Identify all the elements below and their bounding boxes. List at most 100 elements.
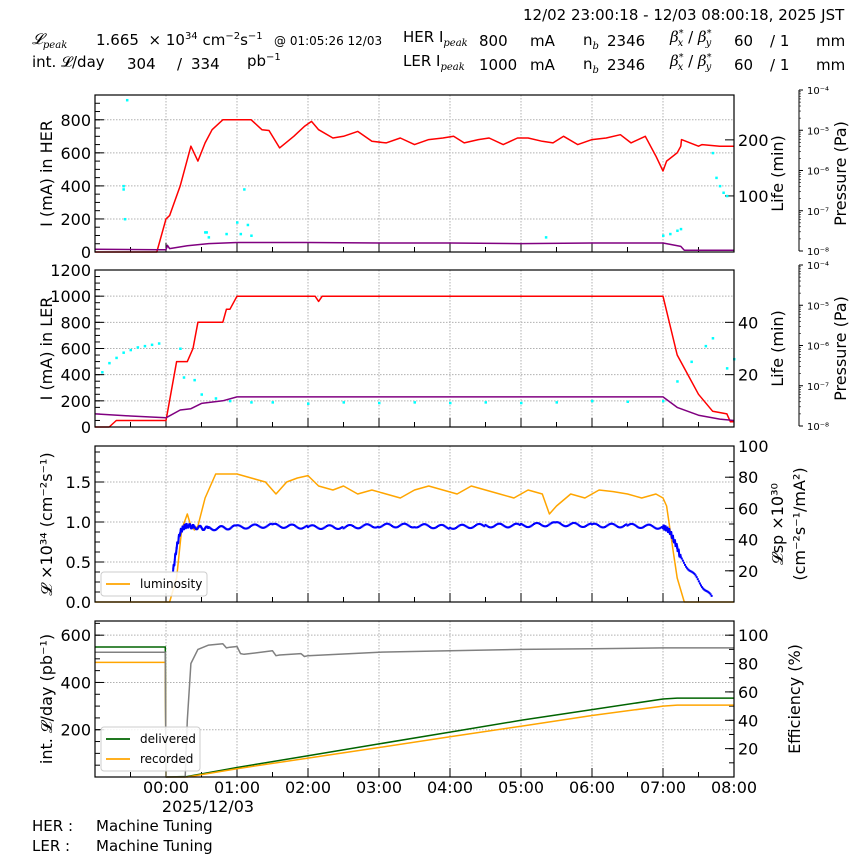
pressure-point	[115, 356, 118, 360]
specific-lumi-point	[288, 524, 291, 527]
y-tick-label: 0.5	[66, 553, 91, 572]
peak-luminosity-value: 1.665 × 1034 cm−2s−1	[96, 31, 263, 49]
specific-lumi-point	[606, 524, 609, 527]
specific-lumi-point	[173, 556, 176, 559]
specific-lumi-point	[634, 524, 637, 527]
specific-lumi-point	[172, 566, 175, 569]
pressure-tick-label: 10⁻⁷	[807, 382, 829, 393]
specific-lumi-point	[450, 527, 453, 530]
y-right-axis-label: Life (min)	[768, 135, 787, 212]
legend	[100, 571, 208, 597]
pressure-point	[676, 380, 679, 383]
specific-lumi-point	[498, 522, 501, 525]
specific-lumi-point	[404, 522, 407, 525]
pressure-point	[179, 347, 182, 350]
specific-lumi-point	[478, 522, 481, 525]
specific-lumi-point	[499, 522, 502, 525]
specific-lumi-point	[576, 523, 579, 526]
specific-lumi-point	[703, 588, 706, 591]
specific-lumi-point	[437, 525, 440, 528]
specific-lumi-point	[613, 523, 616, 526]
specific-lumi-point	[406, 523, 409, 526]
specific-lumi-point	[592, 522, 595, 525]
specific-lumi-point	[175, 551, 178, 554]
pressure-tick-label: 10⁻⁵	[807, 301, 829, 312]
specific-lumi-point	[236, 524, 238, 527]
pressure-point	[449, 401, 452, 405]
y-right-tick-label: 100	[738, 437, 769, 456]
specific-lumi-point	[389, 524, 392, 527]
specific-lumi-point	[291, 523, 294, 526]
specific-lumi-point	[586, 524, 589, 527]
specific-lumi-point	[422, 523, 425, 526]
specific-lumi-point	[375, 526, 378, 529]
specific-lumi-point	[708, 592, 711, 595]
specific-lumi-point	[318, 527, 321, 530]
specific-lumi-point	[445, 526, 448, 529]
specific-lumi-point	[175, 550, 178, 553]
specific-lumi-point	[618, 526, 621, 529]
y-tick-label: 200	[60, 721, 91, 740]
ler-peak-label: LER Ipeak	[403, 52, 465, 73]
specific-lumi-point	[269, 523, 272, 526]
specific-lumi-point	[694, 574, 697, 577]
y-tick-label: 0	[81, 418, 91, 437]
specific-lumi-point	[483, 525, 486, 528]
specific-lumi-point	[627, 523, 630, 526]
specific-lumi-point	[503, 525, 506, 528]
specific-lumi-point	[299, 527, 302, 530]
y-right-tick-label: 60	[738, 683, 758, 702]
pressure-point	[711, 151, 715, 155]
specific-lumi-point	[491, 526, 494, 529]
specific-lumi-point	[710, 594, 713, 597]
x-tick-label: 01:00	[214, 778, 260, 797]
specific-lumi-point	[604, 525, 607, 528]
specific-lumi-point	[659, 526, 662, 529]
specific-lumi-point	[271, 523, 274, 526]
specific-lumi-point	[502, 524, 505, 527]
specific-lumi-point	[517, 523, 520, 526]
y-tick-label: 800	[60, 313, 91, 332]
pressure-point	[193, 378, 196, 382]
specific-lumi-point	[589, 522, 592, 525]
specific-lumi-point	[399, 524, 402, 527]
y-right-tick-label: 80	[738, 468, 758, 487]
specific-lumi-point	[173, 560, 176, 563]
specific-lumi-point	[321, 527, 324, 530]
plot-frame	[94, 269, 735, 428]
ler-peak-current: 1000	[479, 56, 518, 74]
specific-lumi-point	[462, 523, 465, 526]
specific-lumi-point	[525, 525, 528, 528]
specific-lumi-point	[622, 524, 625, 527]
specific-lumi-point	[570, 522, 573, 525]
specific-lumi-point	[563, 525, 566, 528]
specific-lumi-point	[594, 522, 597, 525]
specific-lumi-point	[600, 526, 603, 529]
ler-beta-y: / 1	[770, 56, 790, 74]
specific-lumi-point	[620, 526, 623, 529]
specific-lumi-point	[530, 524, 533, 527]
specific-lumi-point	[335, 527, 338, 530]
pressure-tick-label: 10⁻⁵	[807, 126, 829, 137]
y-tick-label: 0.0	[66, 593, 91, 612]
specific-lumi-point	[595, 523, 598, 526]
pressure-point	[157, 342, 161, 345]
specific-lumi-point	[245, 527, 248, 530]
specific-lumi-point	[373, 526, 376, 529]
specific-lumi-point	[440, 523, 443, 526]
specific-lumi-point	[575, 522, 578, 525]
specific-lumi-point	[172, 568, 175, 571]
specific-lumi-point	[249, 525, 252, 528]
specific-lumi-point	[239, 525, 242, 528]
specific-lumi-point	[267, 523, 270, 526]
specific-lumi-point	[493, 524, 496, 527]
specific-lumi-point	[486, 525, 489, 528]
specific-lumi-point	[314, 525, 317, 528]
specific-lumi-point	[333, 526, 336, 529]
plot-frame	[94, 445, 735, 603]
x-tick-label: 03:00	[356, 778, 402, 797]
specific-lumi-point	[638, 526, 641, 529]
pressure-point	[122, 188, 125, 191]
pressure-tick-label: 10⁻⁶	[807, 342, 829, 353]
